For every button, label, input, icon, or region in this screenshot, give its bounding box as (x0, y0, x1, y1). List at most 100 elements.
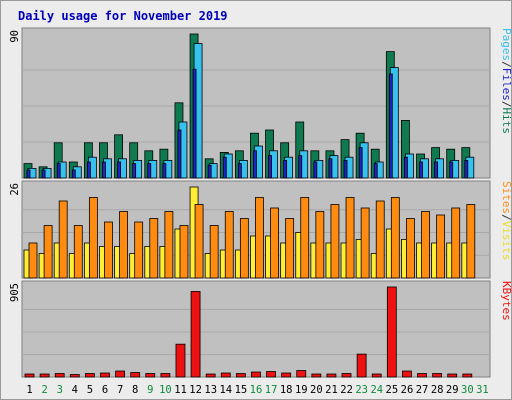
x-tick-label: 9 (147, 384, 153, 396)
bar-kbytes-day-16 (251, 371, 261, 378)
bar-sites-day-27 (421, 211, 430, 279)
bar-kbytes-day-3 (54, 373, 65, 378)
bar-pages-day-27 (419, 161, 423, 179)
x-tick-label: 29 (446, 384, 459, 396)
bar-sites-day-23 (360, 207, 370, 279)
bar-kbytes-day-10 (160, 373, 171, 378)
legend-entry: Files (500, 68, 512, 101)
x-tick-label: 26 (401, 384, 414, 396)
x-tick-label: 31 (476, 384, 489, 396)
x-tick-label: 11 (174, 384, 187, 396)
x-tick-label: 20 (310, 384, 323, 396)
bar-pages-day-12 (192, 68, 197, 179)
bar-pages-day-26 (404, 156, 408, 179)
x-tick-label: 8 (132, 384, 138, 396)
x-tick-label: 22 (340, 384, 353, 396)
bar-kbytes-day-8 (130, 372, 141, 378)
bar-sites-day-5 (88, 197, 98, 279)
bar-pages-day-15 (237, 163, 242, 179)
x-tick-label: 30 (461, 384, 474, 396)
bar-sites-day-18 (285, 218, 295, 279)
bar-pages-day-13 (207, 164, 212, 179)
x-tick-label: 28 (431, 384, 444, 396)
panel-visits-sites: 26 Sites/Visits (9, 180, 512, 279)
bar-sites-day-11 (179, 225, 189, 279)
x-tick-label: 17 (265, 384, 278, 396)
bar-sites-day-19 (300, 197, 310, 279)
bar-kbytes-day-22 (341, 373, 352, 378)
bar-kbytes-day-9 (145, 373, 156, 378)
chart-title: Daily usage for November 2019 (18, 9, 228, 23)
legend-entry: KBytes (500, 281, 512, 321)
bar-sites-day-24 (375, 200, 385, 279)
panel-kbytes: 905 KBytes (9, 280, 512, 378)
x-tick-label: 18 (280, 384, 293, 396)
legend-hits-files-pages: Pages/Files/Hits (500, 28, 512, 134)
legend-kbytes: KBytes (500, 281, 512, 321)
bar-pages-day-8 (132, 163, 137, 179)
bar-sites-day-6 (104, 221, 113, 279)
bar-sites-day-2 (43, 225, 53, 279)
bar-sites-day-9 (149, 218, 159, 279)
bar-sites-day-3 (58, 200, 68, 279)
bar-sites-day-7 (119, 211, 128, 279)
x-tick-label: 3 (57, 384, 63, 396)
bar-pages-day-29 (449, 161, 454, 179)
bar-pages-day-9 (147, 163, 152, 179)
bar-kbytes-day-28 (432, 373, 443, 378)
bar-kbytes-day-5 (84, 373, 95, 378)
bar-kbytes-day-26 (402, 370, 412, 378)
bar-pages-day-14 (222, 156, 227, 179)
x-tick-label: 13 (204, 384, 217, 396)
bar-pages-day-6 (102, 161, 106, 179)
x-tick-label: 2 (41, 384, 47, 396)
bar-pages-day-17 (268, 155, 272, 179)
bar-kbytes-day-2 (39, 373, 50, 378)
x-tick-label: 10 (159, 384, 172, 396)
x-tick-label: 6 (102, 384, 108, 396)
x-tick-label: 25 (386, 384, 399, 396)
x-tick-label: 5 (87, 384, 93, 396)
legend-entry: / (500, 101, 512, 108)
bar-kbytes-day-18 (281, 372, 292, 378)
x-tick-label: 14 (219, 384, 232, 396)
bar-kbytes-day-21 (326, 373, 337, 378)
legend-entry: Pages (500, 28, 512, 61)
x-tick-label: 1 (26, 384, 32, 396)
bar-pages-day-19 (298, 155, 303, 179)
bar-kbytes-day-25 (386, 286, 397, 378)
x-tick-label: 7 (117, 384, 123, 396)
y-max-label: 90 (9, 30, 21, 43)
bar-sites-day-21 (330, 204, 340, 279)
x-tick-label: 4 (72, 384, 78, 396)
bar-pages-day-22 (343, 159, 348, 179)
bar-sites-day-12 (194, 204, 204, 279)
bar-kbytes-day-27 (417, 373, 427, 378)
legend-entry: Visits (500, 221, 512, 261)
bar-pages-day-23 (358, 147, 363, 179)
bar-sites-day-17 (270, 207, 279, 279)
bar-sites-day-30 (466, 204, 476, 279)
x-axis-labels: 1 2 3 4 5 6 7 8 9 10 11 12 13 14 15 16 17 18 19 20 21 22 23 24 2… (26, 384, 488, 396)
bar-kbytes-day-20 (311, 373, 322, 378)
bar-sites-day-28 (436, 214, 446, 279)
panel-background (21, 280, 491, 378)
bar-kbytes-day-6 (100, 372, 110, 378)
bar-kbytes-day-17 (266, 371, 276, 378)
bar-pages-day-4 (71, 169, 76, 179)
y-max-label: 905 (9, 283, 21, 302)
bar-sites-day-14 (224, 211, 234, 279)
bar-pages-day-30 (464, 159, 469, 179)
bar-sites-day-15 (239, 218, 249, 279)
bar-pages-day-28 (434, 161, 439, 179)
bar-pages-day-16 (253, 150, 257, 179)
bar-kbytes-day-1 (24, 373, 35, 378)
bar-kbytes-day-30 (462, 373, 473, 378)
bar-kbytes-day-12 (190, 291, 201, 378)
x-tick-label: 27 (416, 384, 429, 396)
bar-pages-day-21 (328, 158, 333, 179)
bar-pages-day-25 (388, 73, 393, 179)
bar-sites-day-13 (209, 225, 219, 279)
bar-kbytes-day-11 (175, 343, 186, 378)
